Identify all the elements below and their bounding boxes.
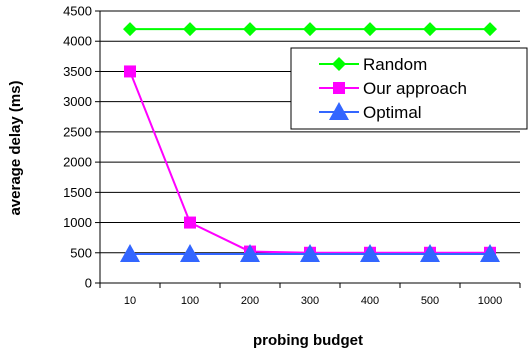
legend-item: Our approach: [319, 79, 467, 98]
data-point-square: [124, 65, 136, 78]
data-point-diamond: [183, 22, 197, 37]
y-tick-label: 3000: [63, 94, 92, 109]
data-point-diamond: [483, 22, 497, 37]
legend-label: Optimal: [363, 103, 422, 122]
y-tick-label: 1000: [63, 215, 92, 230]
x-tick-labels: 10 100 200 300 400 500 1000: [124, 295, 502, 307]
legend-marker: [333, 82, 345, 94]
data-point-triangle: [120, 243, 140, 262]
data-point-diamond: [363, 22, 377, 37]
series-optimal: [120, 243, 500, 262]
x-tick-label: 400: [361, 295, 379, 307]
y-tick-label: 4000: [63, 34, 92, 49]
series-layer: [120, 22, 500, 262]
x-tick-label: 200: [241, 295, 259, 307]
legend-marker: [332, 57, 346, 71]
data-point-diamond: [303, 22, 317, 37]
y-tick-label: 1500: [63, 185, 92, 200]
x-tick-label: 500: [421, 295, 439, 307]
gridlines: [100, 10, 520, 254]
x-axis-title: probing budget: [253, 332, 363, 349]
data-point-triangle: [420, 243, 440, 262]
data-point-triangle: [360, 243, 380, 262]
y-tick-label: 2000: [63, 155, 92, 170]
data-point-triangle: [240, 243, 260, 262]
legend: Random Our approach Optimal: [290, 47, 528, 130]
y-tick-label: 500: [70, 245, 92, 260]
x-tick-label: 100: [181, 295, 199, 307]
x-tick-label: 300: [301, 295, 319, 307]
legend-label: Our approach: [363, 79, 467, 98]
data-point-triangle: [180, 243, 200, 262]
series-random: [123, 22, 497, 37]
legend-label: Random: [363, 55, 427, 74]
data-point-triangle: [480, 243, 500, 262]
y-tick-label: 0: [85, 276, 92, 291]
legend-item: Optimal: [319, 102, 422, 122]
x-tick-label: 1000: [478, 295, 502, 307]
y-tick-label: 3500: [63, 64, 92, 79]
axes: [95, 10, 521, 288]
legend-item: Random: [319, 55, 427, 74]
data-point-diamond: [123, 22, 137, 37]
data-point-triangle: [300, 243, 320, 262]
legend-marker: [329, 102, 349, 120]
y-tick-label: 2500: [63, 124, 92, 139]
y-tick-labels: 0 500 1000 1500 2000 2500 3000 3500 4000 4500: [63, 4, 92, 291]
data-point-diamond: [243, 22, 257, 37]
data-point-diamond: [423, 22, 437, 37]
x-tick-label: 10: [124, 295, 136, 307]
y-axis-title: average delay (ms): [7, 80, 24, 215]
data-point-square: [184, 216, 196, 229]
y-tick-label: 4500: [63, 4, 92, 19]
